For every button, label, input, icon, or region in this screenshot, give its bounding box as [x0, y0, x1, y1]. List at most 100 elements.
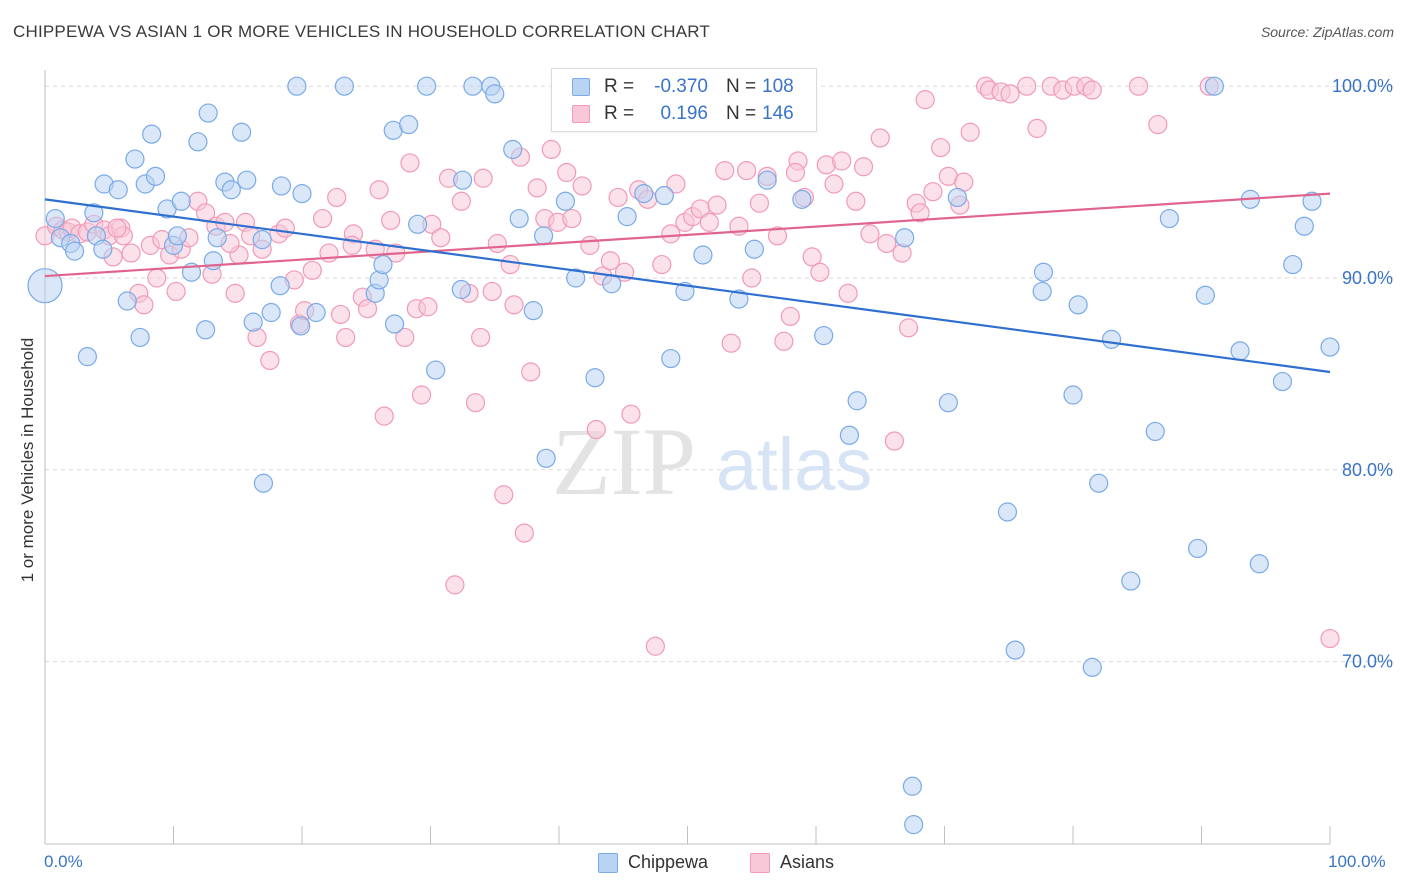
chippewa-point	[451, 279, 471, 300]
chippewa-point	[533, 226, 554, 246]
asians-point	[482, 281, 502, 302]
series-legend-asians[interactable]: Asians	[750, 852, 834, 873]
chippewa-point	[566, 268, 586, 288]
chippewa-point	[904, 815, 924, 835]
asians-point	[910, 203, 930, 223]
asians-point	[411, 385, 432, 405]
chippewa-point	[108, 180, 128, 200]
asians-point	[898, 318, 919, 338]
chippewa-point	[198, 103, 218, 123]
asians-point	[134, 295, 154, 315]
chippewa-point	[617, 207, 637, 227]
chippewa-point	[292, 184, 312, 204]
asians-point	[527, 178, 547, 198]
watermark-zip: ZIP	[552, 408, 696, 515]
chart-title: CHIPPEWA VS ASIAN 1 OR MORE VEHICLES IN …	[13, 22, 711, 41]
chippewa-point	[237, 170, 257, 190]
chippewa-point	[261, 302, 281, 323]
asians-point	[774, 331, 794, 351]
asians-point	[699, 212, 719, 232]
legend-n-value: 146	[762, 103, 794, 124]
asians-point	[737, 160, 757, 181]
chippewa-point	[1005, 640, 1025, 660]
chippewa-point	[384, 314, 405, 334]
legend-r-label: R =	[604, 103, 635, 124]
trend-lines	[44, 192, 1331, 374]
chippewa-point	[77, 347, 98, 367]
asians-point	[877, 233, 897, 254]
chippewa-point	[1230, 341, 1250, 361]
asians-point	[846, 191, 866, 211]
chippewa-point	[1272, 371, 1293, 392]
chippewa-point	[221, 180, 241, 200]
chippewa-point	[1032, 281, 1052, 302]
asians-point	[541, 139, 561, 160]
asians-point	[1320, 628, 1340, 649]
asians-point	[785, 162, 806, 183]
asians-point	[767, 226, 788, 246]
chippewa-point	[207, 228, 227, 248]
asians-point	[312, 208, 333, 229]
chippewa-point	[1082, 657, 1102, 677]
y-tick-labels: 70.0% 80.0% 90.0% 100.0%	[1332, 76, 1393, 671]
asians-point	[500, 254, 520, 275]
chippewa-point	[1145, 421, 1165, 442]
chippewa-point	[196, 320, 216, 340]
chippewa-point	[1089, 473, 1109, 493]
asians-point	[302, 260, 322, 280]
asians-point	[514, 523, 534, 543]
chippewa-point	[417, 76, 437, 96]
asians-point	[471, 327, 491, 348]
chippewa-point	[243, 312, 263, 332]
asians-point	[504, 295, 524, 315]
chippewa-point	[1159, 208, 1179, 229]
chippewa-point	[1063, 385, 1083, 405]
asians-point	[473, 168, 493, 188]
asians-point	[853, 157, 874, 177]
chippewa-point	[839, 425, 860, 445]
asians-point	[742, 268, 762, 288]
legend-r-value: 0.196	[660, 103, 708, 124]
chippewa-point	[145, 166, 166, 186]
asians-point	[586, 419, 606, 440]
asians-point	[107, 218, 127, 238]
y-axis-label: 1 or more Vehicles in Household	[18, 337, 37, 583]
x-tick-label-max: 100.0%	[1328, 852, 1386, 871]
chippewa-point	[426, 360, 446, 380]
y-tick-label: 70.0%	[1342, 652, 1393, 672]
asians-point	[395, 327, 415, 348]
asians-point	[562, 208, 582, 229]
legend-swatch-chippewa	[572, 78, 590, 96]
chippewa-point	[1320, 337, 1340, 357]
series-legend-chippewa[interactable]: Chippewa	[598, 852, 708, 873]
chippewa-point	[306, 302, 326, 323]
asians-point	[1128, 76, 1149, 96]
chippewa-point	[142, 124, 162, 144]
chippewa-point	[253, 473, 274, 493]
chippewa-point	[902, 776, 922, 796]
chippewa-point	[503, 139, 523, 160]
legend-n-value: 108	[762, 76, 794, 97]
asians-point	[600, 251, 621, 271]
x-tick-label-min: 0.0%	[44, 852, 83, 871]
asians-point	[1148, 114, 1168, 135]
chippewa-point	[93, 239, 113, 259]
chippewa-point	[661, 348, 681, 369]
asians-point	[860, 224, 880, 244]
asians-point	[802, 247, 822, 267]
asians-point	[260, 350, 280, 371]
chippewa-point	[252, 230, 272, 250]
chippewa-point	[654, 185, 674, 206]
chippewa-point	[1204, 76, 1224, 96]
chippewa-point	[408, 214, 428, 234]
chippewa-point	[693, 245, 713, 265]
y-tick-label: 80.0%	[1342, 460, 1393, 480]
asians-point	[960, 122, 980, 142]
asians-point	[870, 128, 890, 148]
chippewa-point	[1121, 571, 1141, 591]
chippewa-point	[203, 251, 223, 271]
axes	[44, 70, 1331, 845]
asians-point	[330, 304, 351, 325]
y-tick-label: 90.0%	[1342, 268, 1393, 288]
